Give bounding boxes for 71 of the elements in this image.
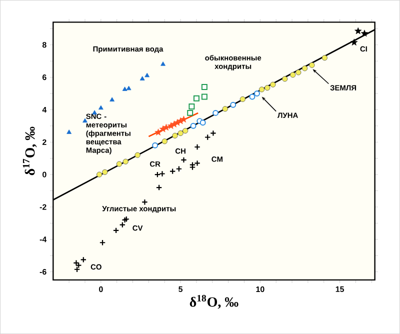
point (350, 38, 358, 46)
point (134, 152, 140, 158)
point (73, 260, 80, 266)
point (142, 198, 148, 206)
point (201, 84, 208, 90)
point (178, 130, 184, 136)
point (98, 105, 104, 110)
point (110, 97, 115, 102)
point (162, 138, 168, 144)
point (194, 144, 200, 150)
point (270, 82, 276, 88)
point (182, 128, 188, 134)
point (309, 62, 315, 68)
point (156, 184, 162, 191)
point (144, 72, 150, 78)
point (187, 110, 194, 116)
point (82, 118, 88, 123)
point (123, 216, 130, 222)
point (302, 66, 308, 72)
point (193, 95, 200, 102)
point (354, 27, 362, 34)
point (322, 55, 328, 61)
y-axis-title: δ$^{17}$O, ‰ (22, 126, 37, 176)
point (254, 90, 260, 96)
point (264, 85, 270, 91)
point (290, 72, 296, 78)
point (80, 256, 87, 263)
point (122, 158, 128, 164)
point (122, 216, 128, 224)
point (212, 110, 219, 116)
point (154, 171, 161, 178)
point (169, 168, 176, 174)
point (126, 86, 132, 90)
point (240, 96, 246, 102)
point (119, 222, 126, 228)
point (122, 86, 128, 91)
point (258, 86, 265, 92)
point (190, 122, 196, 129)
point (180, 156, 187, 164)
point (162, 124, 170, 131)
point (102, 169, 108, 175)
point (96, 172, 102, 178)
point (172, 132, 178, 138)
point (154, 128, 162, 136)
point (360, 30, 368, 37)
point (74, 266, 80, 272)
point (230, 102, 236, 108)
point (194, 160, 200, 166)
point (249, 94, 256, 100)
point (180, 116, 188, 122)
point (200, 120, 206, 126)
point (99, 239, 106, 246)
point (116, 161, 122, 167)
point (210, 130, 216, 136)
point (152, 142, 158, 148)
point (176, 166, 182, 172)
point (189, 162, 196, 168)
point (296, 70, 302, 76)
point (189, 164, 196, 170)
point (140, 76, 145, 80)
point (222, 106, 228, 112)
point (160, 61, 166, 66)
point (204, 134, 211, 140)
point (282, 76, 288, 82)
point (201, 94, 208, 100)
x-axis-title: δ$^{18}$O, ‰ (190, 294, 238, 309)
point (159, 170, 166, 177)
point (188, 103, 195, 110)
point (112, 227, 120, 234)
point (75, 262, 82, 268)
point (66, 130, 72, 134)
